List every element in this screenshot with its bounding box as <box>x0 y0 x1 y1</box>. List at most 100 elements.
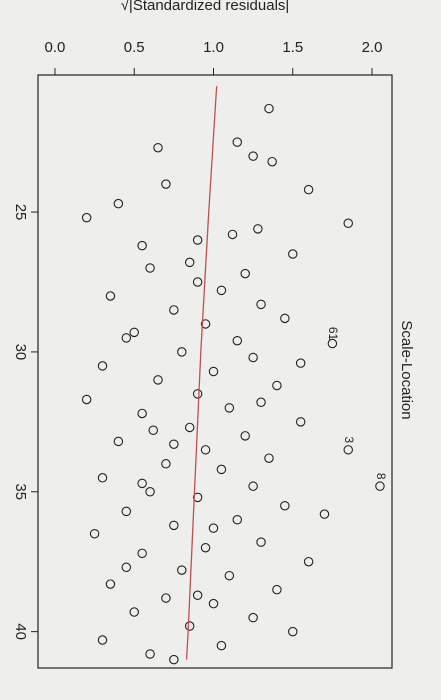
point <box>105 291 116 301</box>
point <box>248 612 258 623</box>
point <box>303 556 314 567</box>
point <box>200 445 211 455</box>
point <box>200 319 211 329</box>
point <box>227 229 238 240</box>
point-label: 3 <box>342 436 356 443</box>
point <box>264 453 274 463</box>
point <box>177 565 187 575</box>
point <box>224 403 235 413</box>
point <box>272 584 282 595</box>
point <box>81 394 92 405</box>
point <box>145 487 155 497</box>
point <box>105 579 116 589</box>
point <box>267 156 277 167</box>
point <box>208 523 219 533</box>
point <box>288 249 298 259</box>
y-tick-label: 2.0 <box>362 39 383 56</box>
point <box>232 335 243 346</box>
point <box>97 635 108 645</box>
point <box>169 439 179 449</box>
point <box>216 464 227 475</box>
point <box>256 537 266 547</box>
point <box>153 375 163 385</box>
chart-title: Scale-Location <box>398 320 415 419</box>
point <box>253 224 263 234</box>
point <box>89 528 100 539</box>
point <box>121 506 132 517</box>
point <box>137 548 147 559</box>
x-tick-label: 30 <box>12 344 29 361</box>
point <box>208 366 219 377</box>
point <box>121 333 132 343</box>
point <box>327 338 338 349</box>
point <box>288 626 298 637</box>
x-tick-label: 40 <box>12 623 29 640</box>
point-label: 8 <box>374 473 388 480</box>
point <box>192 492 203 503</box>
point <box>216 285 227 296</box>
point <box>256 397 266 408</box>
smooth-line <box>185 86 218 660</box>
point <box>184 422 195 433</box>
point <box>240 431 250 441</box>
point <box>375 481 385 491</box>
point <box>169 654 179 665</box>
point <box>161 593 171 603</box>
point <box>216 640 227 651</box>
point <box>319 509 330 519</box>
point <box>177 347 187 357</box>
point <box>295 417 306 427</box>
point <box>256 299 266 310</box>
point <box>280 313 290 324</box>
point <box>153 142 163 153</box>
y-tick-label: 1.0 <box>203 39 224 56</box>
plot-frame <box>37 74 393 669</box>
point <box>343 445 353 455</box>
point <box>224 570 235 581</box>
point <box>184 257 195 268</box>
point <box>129 607 139 617</box>
point <box>148 425 159 435</box>
point <box>137 240 147 251</box>
point <box>232 137 243 147</box>
x-tick-label: 25 <box>12 204 29 221</box>
point <box>264 103 274 114</box>
point <box>113 198 124 209</box>
y-tick-label: 1.5 <box>282 39 303 56</box>
point <box>192 590 203 601</box>
point-label: 61 <box>326 327 340 341</box>
point <box>129 327 139 338</box>
x-tick-label: 35 <box>12 483 29 500</box>
point <box>248 481 258 491</box>
point <box>97 361 108 371</box>
point <box>232 514 243 525</box>
point <box>343 218 353 229</box>
point <box>272 380 282 391</box>
point <box>295 358 306 368</box>
point <box>192 277 203 287</box>
point <box>145 649 155 659</box>
point <box>169 305 179 315</box>
y-tick-label: 0.0 <box>45 39 66 56</box>
axis-title: √|Standardized residuals| <box>121 0 290 14</box>
point <box>145 263 155 273</box>
point <box>248 151 258 161</box>
point <box>208 598 219 609</box>
point <box>121 562 132 573</box>
point <box>184 621 195 631</box>
point <box>161 459 171 469</box>
point <box>113 436 124 447</box>
point <box>303 184 314 195</box>
point <box>97 473 108 483</box>
point <box>280 501 290 511</box>
point <box>192 235 203 245</box>
point <box>161 179 171 189</box>
point <box>137 478 147 489</box>
point <box>248 352 258 363</box>
point <box>81 212 92 223</box>
point <box>200 542 211 553</box>
point <box>169 520 179 531</box>
y-tick-label: 0.5 <box>124 39 145 56</box>
